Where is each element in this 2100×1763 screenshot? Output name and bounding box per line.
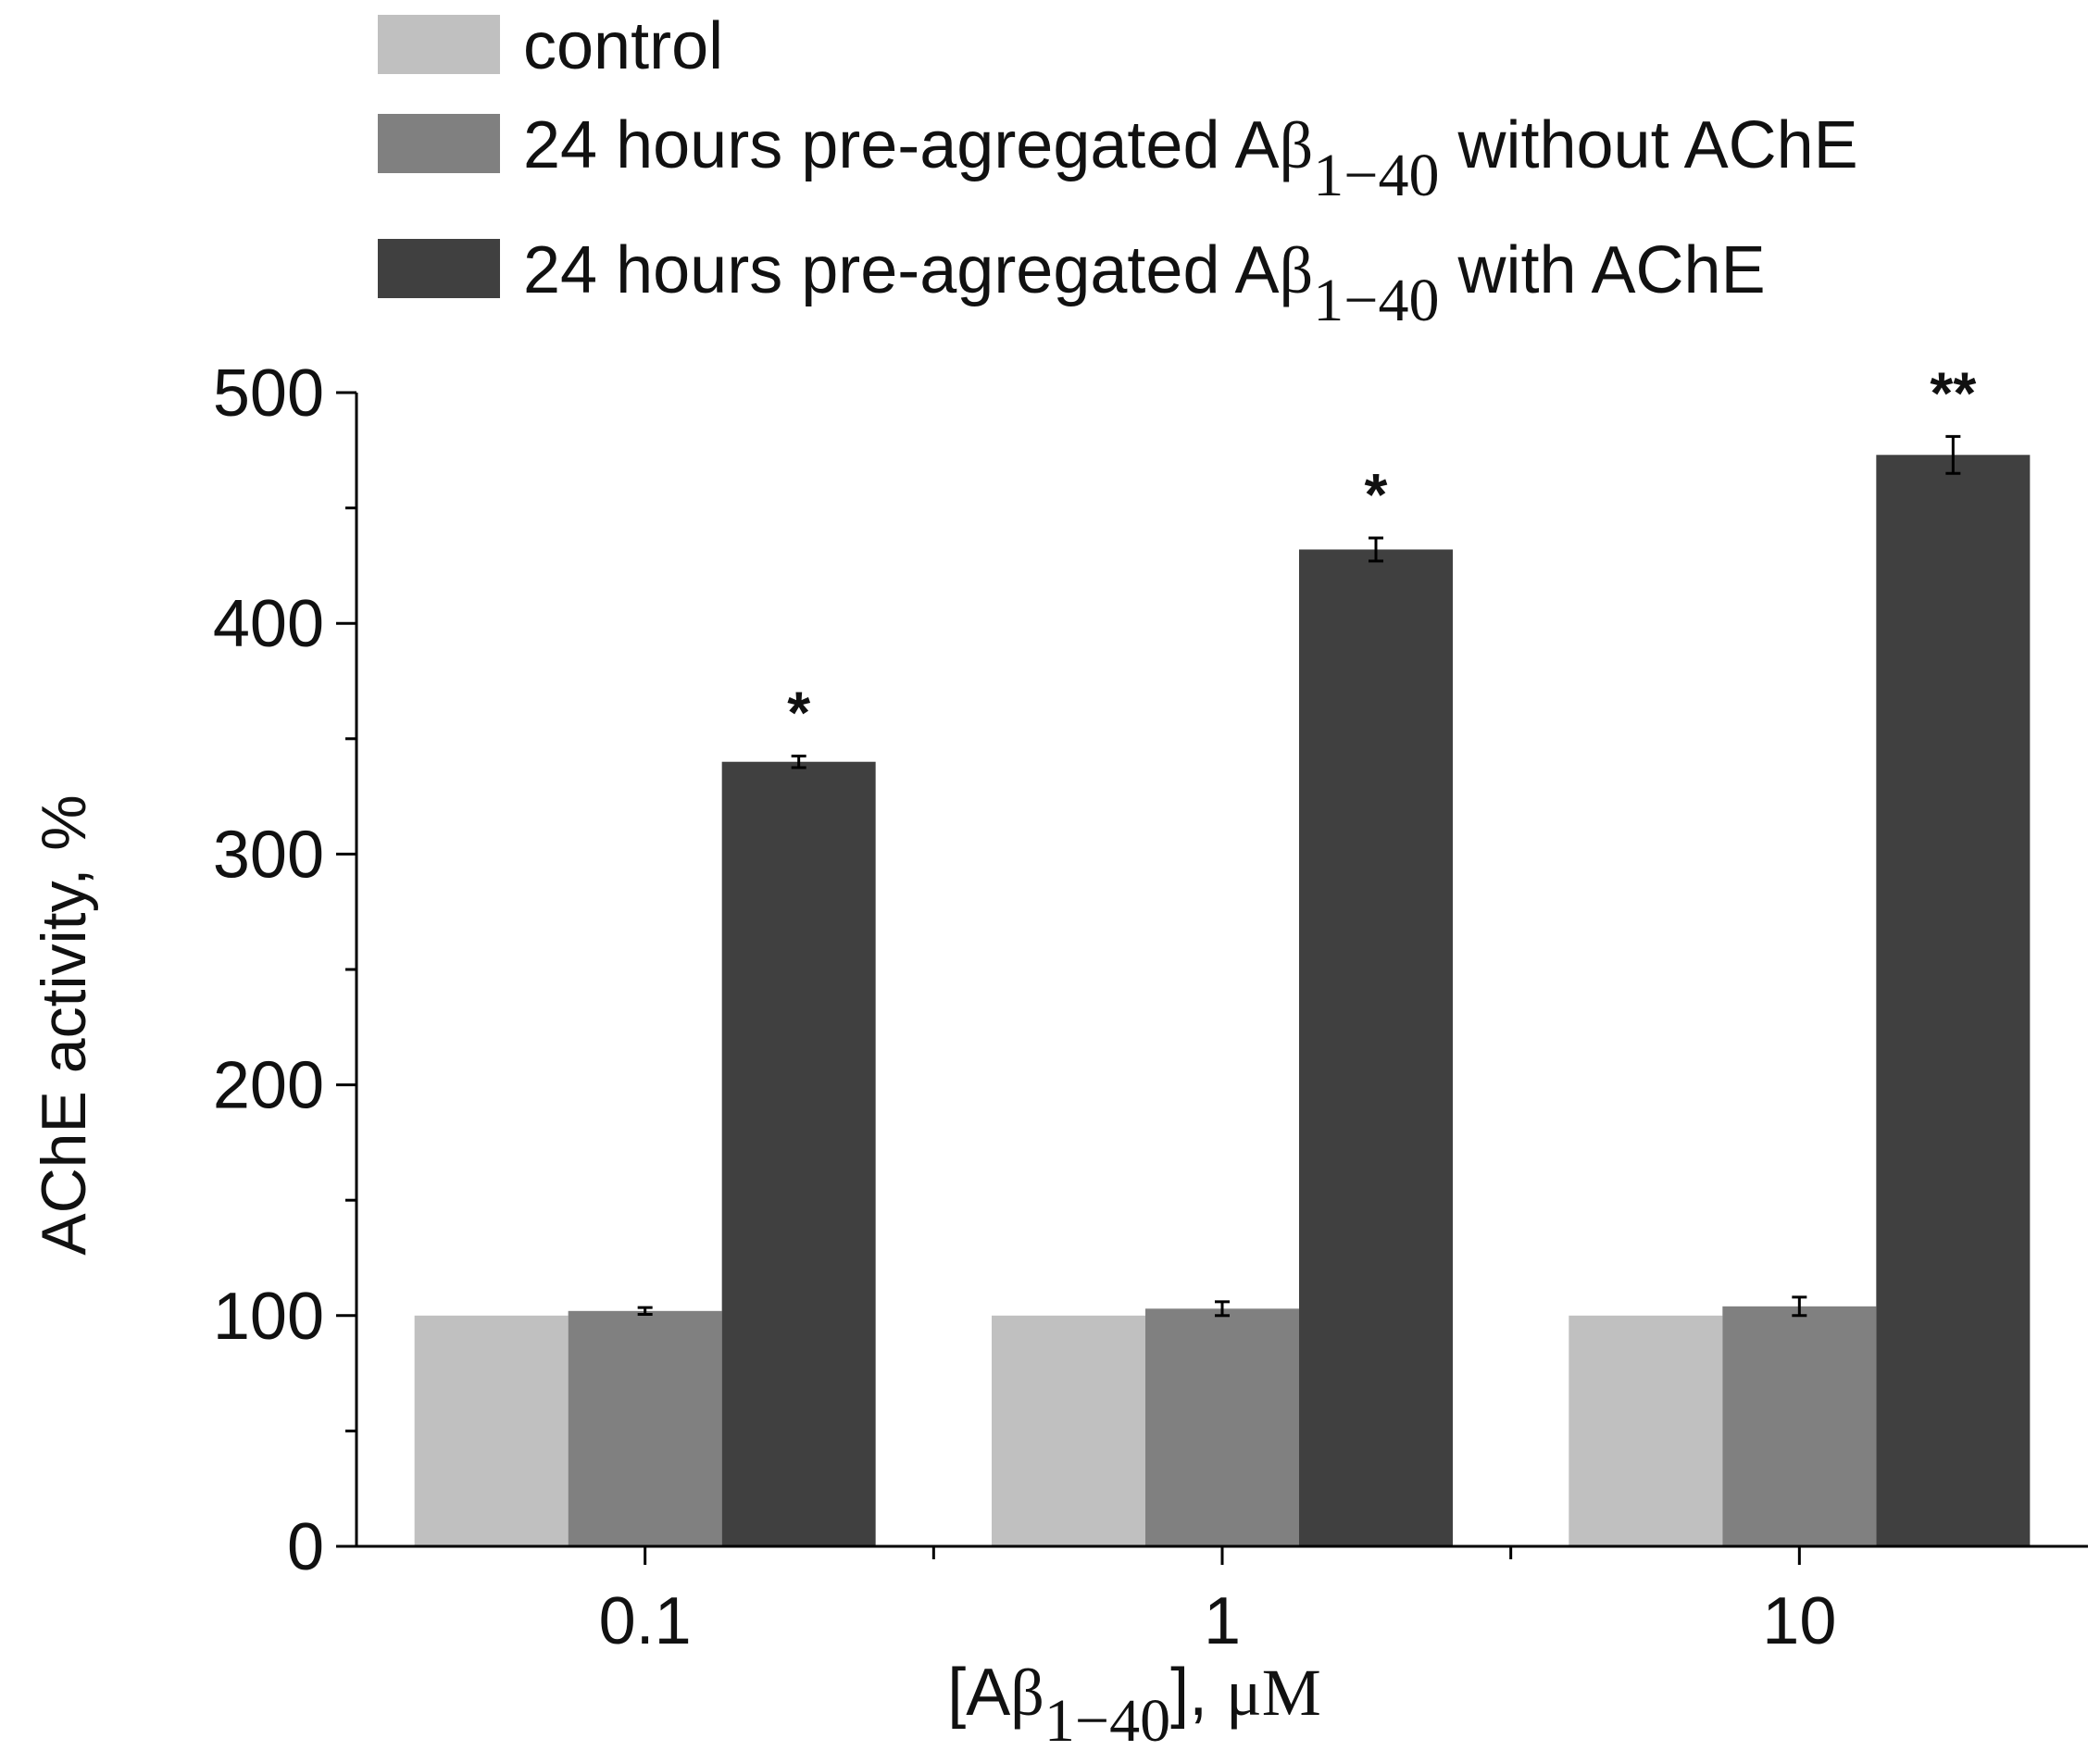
bar-series3-1: [1299, 549, 1453, 1546]
legend-label-subscript: 1−40: [1313, 142, 1439, 209]
y-tick-label-500: 500: [213, 356, 324, 431]
error-bars: [637, 434, 1961, 1318]
legend-label: 24 hours pre-agregated Aβ1−40 with AChE: [523, 233, 1766, 334]
bar-series2-0.1: [568, 1310, 722, 1546]
legend-item-1: control: [378, 9, 723, 83]
bars: [414, 455, 2031, 1547]
x-axis-label: [Aβ1−40], μM: [947, 1656, 1321, 1755]
y-tick-label-200: 200: [213, 1049, 324, 1123]
error-bar-series3-10: [1945, 434, 1961, 475]
legend-swatch: [378, 239, 500, 298]
y-tick-label-400: 400: [213, 587, 324, 661]
y-axis-label: AChE activity, %: [29, 794, 99, 1256]
error-bar-series2-0.1: [637, 1306, 653, 1317]
legend-label-greek: β: [1280, 233, 1314, 307]
significance-markers: ****: [787, 359, 1976, 745]
y-tick-label-100: 100: [213, 1280, 324, 1354]
bar-series1-1: [992, 1315, 1145, 1546]
legend-label-text-post: with AChE: [1439, 233, 1765, 307]
legend-label: control: [523, 9, 723, 83]
legend-item-3: 24 hours pre-agregated Aβ1−40 with AChE: [378, 233, 1766, 334]
x-tick-label-0.1: 0.1: [599, 1584, 692, 1658]
error-bar-series2-1: [1215, 1300, 1230, 1318]
bar-series3-10: [1876, 455, 2031, 1547]
x-label-text: [A: [947, 1656, 1010, 1730]
error-bar-series3-1: [1369, 536, 1383, 563]
bar-series3-0.1: [721, 761, 876, 1546]
axes: 0 100 200 300 400 500 0.1 1 10: [213, 356, 2088, 1658]
legend-label-text: 24 hours pre-agregated A: [523, 233, 1280, 307]
significance-marker-10: **: [1930, 359, 1976, 426]
x-tick-label-10: 10: [1762, 1584, 1836, 1658]
bar-series1-0.1: [414, 1315, 569, 1546]
y-axis-label-group: AChE activity, %: [29, 794, 99, 1256]
legend-label-text-post: without AChE: [1439, 108, 1857, 182]
x-label-subscript: 1−40: [1044, 1687, 1170, 1755]
bar-series2-1: [1145, 1308, 1299, 1546]
significance-marker-0.1: *: [787, 679, 810, 745]
bar-series1-10: [1569, 1315, 1723, 1546]
x-tick-label-1: 1: [1204, 1584, 1241, 1658]
legend-item-2: 24 hours pre-agregated Aβ1−40 without AC…: [378, 108, 1858, 209]
legend-label-greek: β: [1280, 108, 1314, 182]
legend-swatch: [378, 15, 500, 74]
bar-series2-10: [1722, 1306, 1877, 1546]
x-label-text-post: ],: [1170, 1656, 1226, 1730]
x-axis-label-group: [Aβ1−40], μM: [947, 1656, 1321, 1755]
error-bar-series2-10: [1792, 1295, 1807, 1318]
y-tick-label-300: 300: [213, 818, 324, 892]
x-label-greek: β: [1010, 1656, 1044, 1730]
y-tick-label-0: 0: [287, 1510, 324, 1584]
legend-label-subscript: 1−40: [1313, 267, 1439, 334]
x-label-unit: μM: [1226, 1656, 1321, 1730]
significance-marker-1: *: [1365, 461, 1388, 528]
legend-label-text: 24 hours pre-agregated A: [523, 108, 1280, 182]
error-bar-series3-0.1: [791, 754, 806, 769]
legend-swatch: [378, 114, 500, 173]
legend-label: 24 hours pre-agregated Aβ1−40 without AC…: [523, 108, 1858, 209]
